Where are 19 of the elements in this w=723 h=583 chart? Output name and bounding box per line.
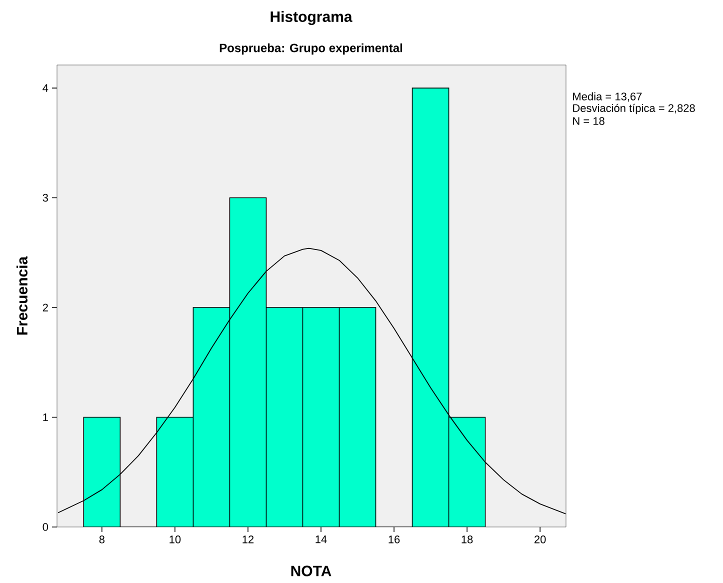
x-axis-title: NOTA [291,566,332,576]
text: Desviación típica = 2,828 [573,104,695,114]
x-tick-label: 8 [99,536,104,544]
y-tick-label: 4 [42,84,48,92]
x-tick-label: 20 [534,536,546,544]
x-tick-label: 18 [462,536,473,544]
x-tick-label: 14 [316,536,327,544]
x-tick-label: 10 [170,536,181,544]
chart-subtitle: Posprueba: Grupo experimental [220,43,402,55]
y-tick-label: 0 [42,523,48,531]
text: N = 18 [573,117,604,125]
y-axis-title: Frecuencia [16,256,28,335]
x-tick-label: 16 [388,536,400,544]
chart-title: Histograma [270,10,352,26]
text: Media = 13,67 [573,92,642,102]
x-tick-label: 12 [242,536,254,544]
y-tick-label: 2 [42,304,48,312]
y-tick-label: 1 [43,413,48,422]
y-tick-label: 3 [42,194,48,202]
